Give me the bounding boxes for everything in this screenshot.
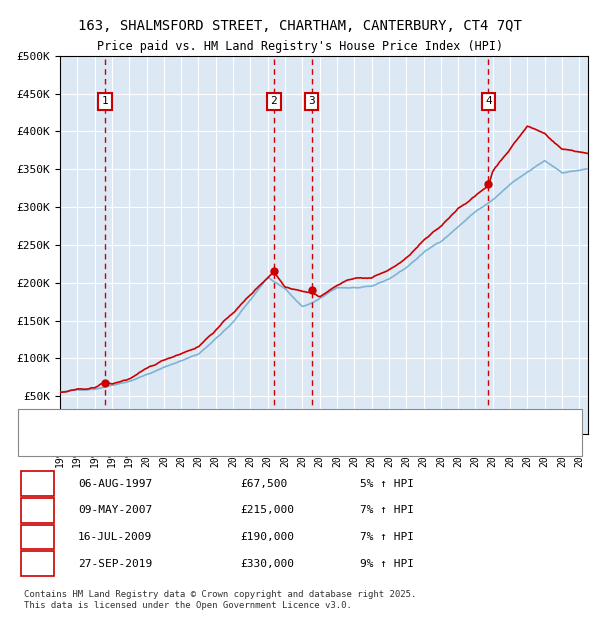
Text: 2: 2 [271, 96, 277, 106]
Text: 4: 4 [485, 96, 492, 106]
Text: Price paid vs. HM Land Registry's House Price Index (HPI): Price paid vs. HM Land Registry's House … [97, 40, 503, 53]
Text: 09-MAY-2007: 09-MAY-2007 [78, 505, 152, 515]
Text: 9% ↑ HPI: 9% ↑ HPI [360, 559, 414, 569]
Text: £215,000: £215,000 [240, 505, 294, 515]
Text: Contains HM Land Registry data © Crown copyright and database right 2025.
This d: Contains HM Land Registry data © Crown c… [24, 590, 416, 609]
Text: 3: 3 [308, 96, 315, 106]
Text: HPI: Average price, semi-detached house, Canterbury: HPI: Average price, semi-detached house,… [87, 435, 386, 445]
Text: 27-SEP-2019: 27-SEP-2019 [78, 559, 152, 569]
Text: 5% ↑ HPI: 5% ↑ HPI [360, 479, 414, 489]
Text: £330,000: £330,000 [240, 559, 294, 569]
Text: 4: 4 [34, 557, 41, 570]
Text: £67,500: £67,500 [240, 479, 287, 489]
Text: 7% ↑ HPI: 7% ↑ HPI [360, 532, 414, 542]
Text: 163, SHALMSFORD STREET, CHARTHAM, CANTERBURY, CT4 7QT: 163, SHALMSFORD STREET, CHARTHAM, CANTER… [78, 19, 522, 33]
Text: £190,000: £190,000 [240, 532, 294, 542]
Text: 16-JUL-2009: 16-JUL-2009 [78, 532, 152, 542]
Text: 3: 3 [34, 531, 41, 543]
Text: 2: 2 [34, 504, 41, 516]
Text: 163, SHALMSFORD STREET, CHARTHAM, CANTERBURY, CT4 7QT (semi-detached house): 163, SHALMSFORD STREET, CHARTHAM, CANTER… [87, 420, 527, 431]
Text: 1: 1 [101, 96, 109, 106]
Text: 06-AUG-1997: 06-AUG-1997 [78, 479, 152, 489]
Text: 7% ↑ HPI: 7% ↑ HPI [360, 505, 414, 515]
Text: 1: 1 [34, 477, 41, 490]
